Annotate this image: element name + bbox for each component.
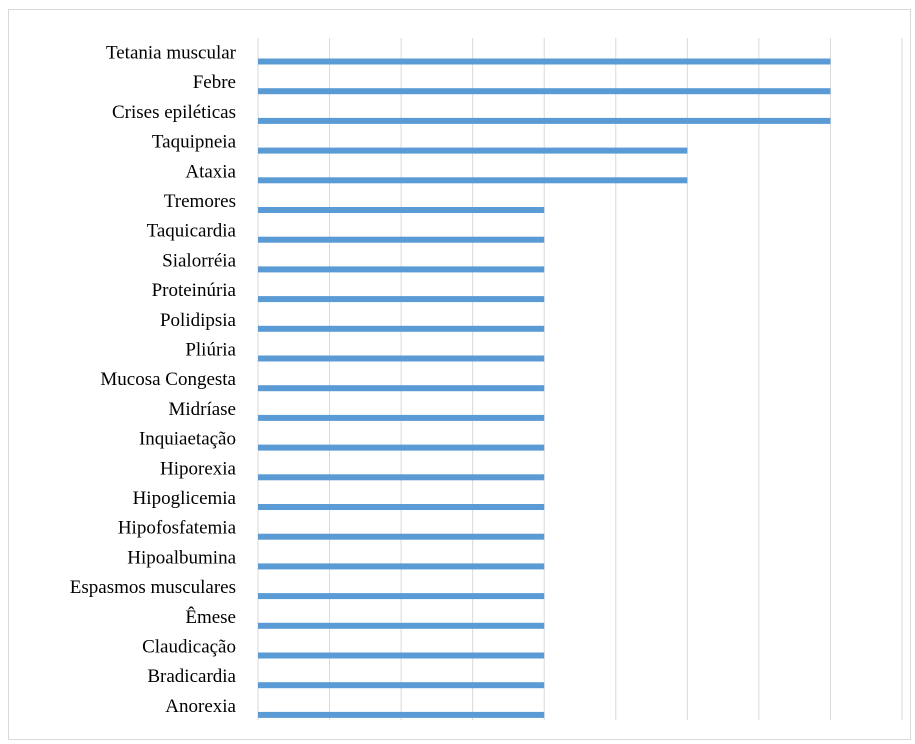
bar	[258, 682, 545, 689]
bar	[258, 652, 545, 659]
category-label: Proteinúria	[152, 280, 237, 301]
bar	[258, 296, 545, 303]
category-label: Ataxia	[185, 161, 236, 182]
bar	[258, 236, 545, 243]
bar	[258, 593, 545, 600]
bar	[258, 177, 688, 184]
category-label: Êmese	[185, 606, 236, 628]
category-label: Hipoglicemia	[133, 488, 237, 509]
bar	[258, 117, 831, 124]
bar	[258, 444, 545, 451]
category-label: Tetania muscular	[106, 43, 237, 64]
category-label: Bradicardia	[147, 666, 236, 687]
bar	[258, 385, 545, 392]
bar	[258, 622, 545, 629]
bar	[258, 207, 545, 213]
bar	[258, 711, 545, 718]
gridlines	[257, 38, 903, 720]
bar	[258, 533, 545, 540]
bar	[258, 266, 545, 273]
category-label: Pliúria	[185, 340, 236, 361]
category-label: Mucosa Congesta	[100, 369, 236, 390]
bar	[258, 58, 831, 65]
chart-frame	[8, 9, 911, 740]
category-label: Tremores	[164, 191, 236, 212]
category-label: Crises epiléticas	[112, 102, 236, 123]
category-label: Sialorréia	[162, 250, 236, 271]
bar	[258, 325, 545, 332]
category-label: Hipoalbumina	[127, 547, 236, 568]
bar	[258, 474, 545, 481]
category-labels: Tetania muscular Febre Crises epiléticas Ta…	[70, 43, 237, 717]
bar	[258, 563, 545, 570]
category-label: Febre	[193, 72, 236, 93]
bar	[258, 147, 688, 154]
category-label: Hiporexia	[160, 458, 237, 479]
bar	[258, 88, 831, 95]
category-label: Taquicardia	[147, 221, 237, 242]
category-label: Espasmos musculares	[70, 577, 236, 598]
bars	[258, 58, 831, 718]
bar	[258, 355, 545, 362]
bar	[258, 504, 545, 510]
category-label: Anorexia	[165, 696, 236, 717]
category-label: Taquipneia	[152, 132, 237, 153]
bar	[258, 414, 545, 421]
category-label: Polidipsia	[160, 310, 237, 331]
category-label: Hipofosfatemia	[118, 518, 237, 539]
category-label: Claudicação	[142, 637, 236, 658]
category-label: Inquiaetação	[139, 429, 236, 450]
category-label: Midríase	[168, 399, 236, 420]
